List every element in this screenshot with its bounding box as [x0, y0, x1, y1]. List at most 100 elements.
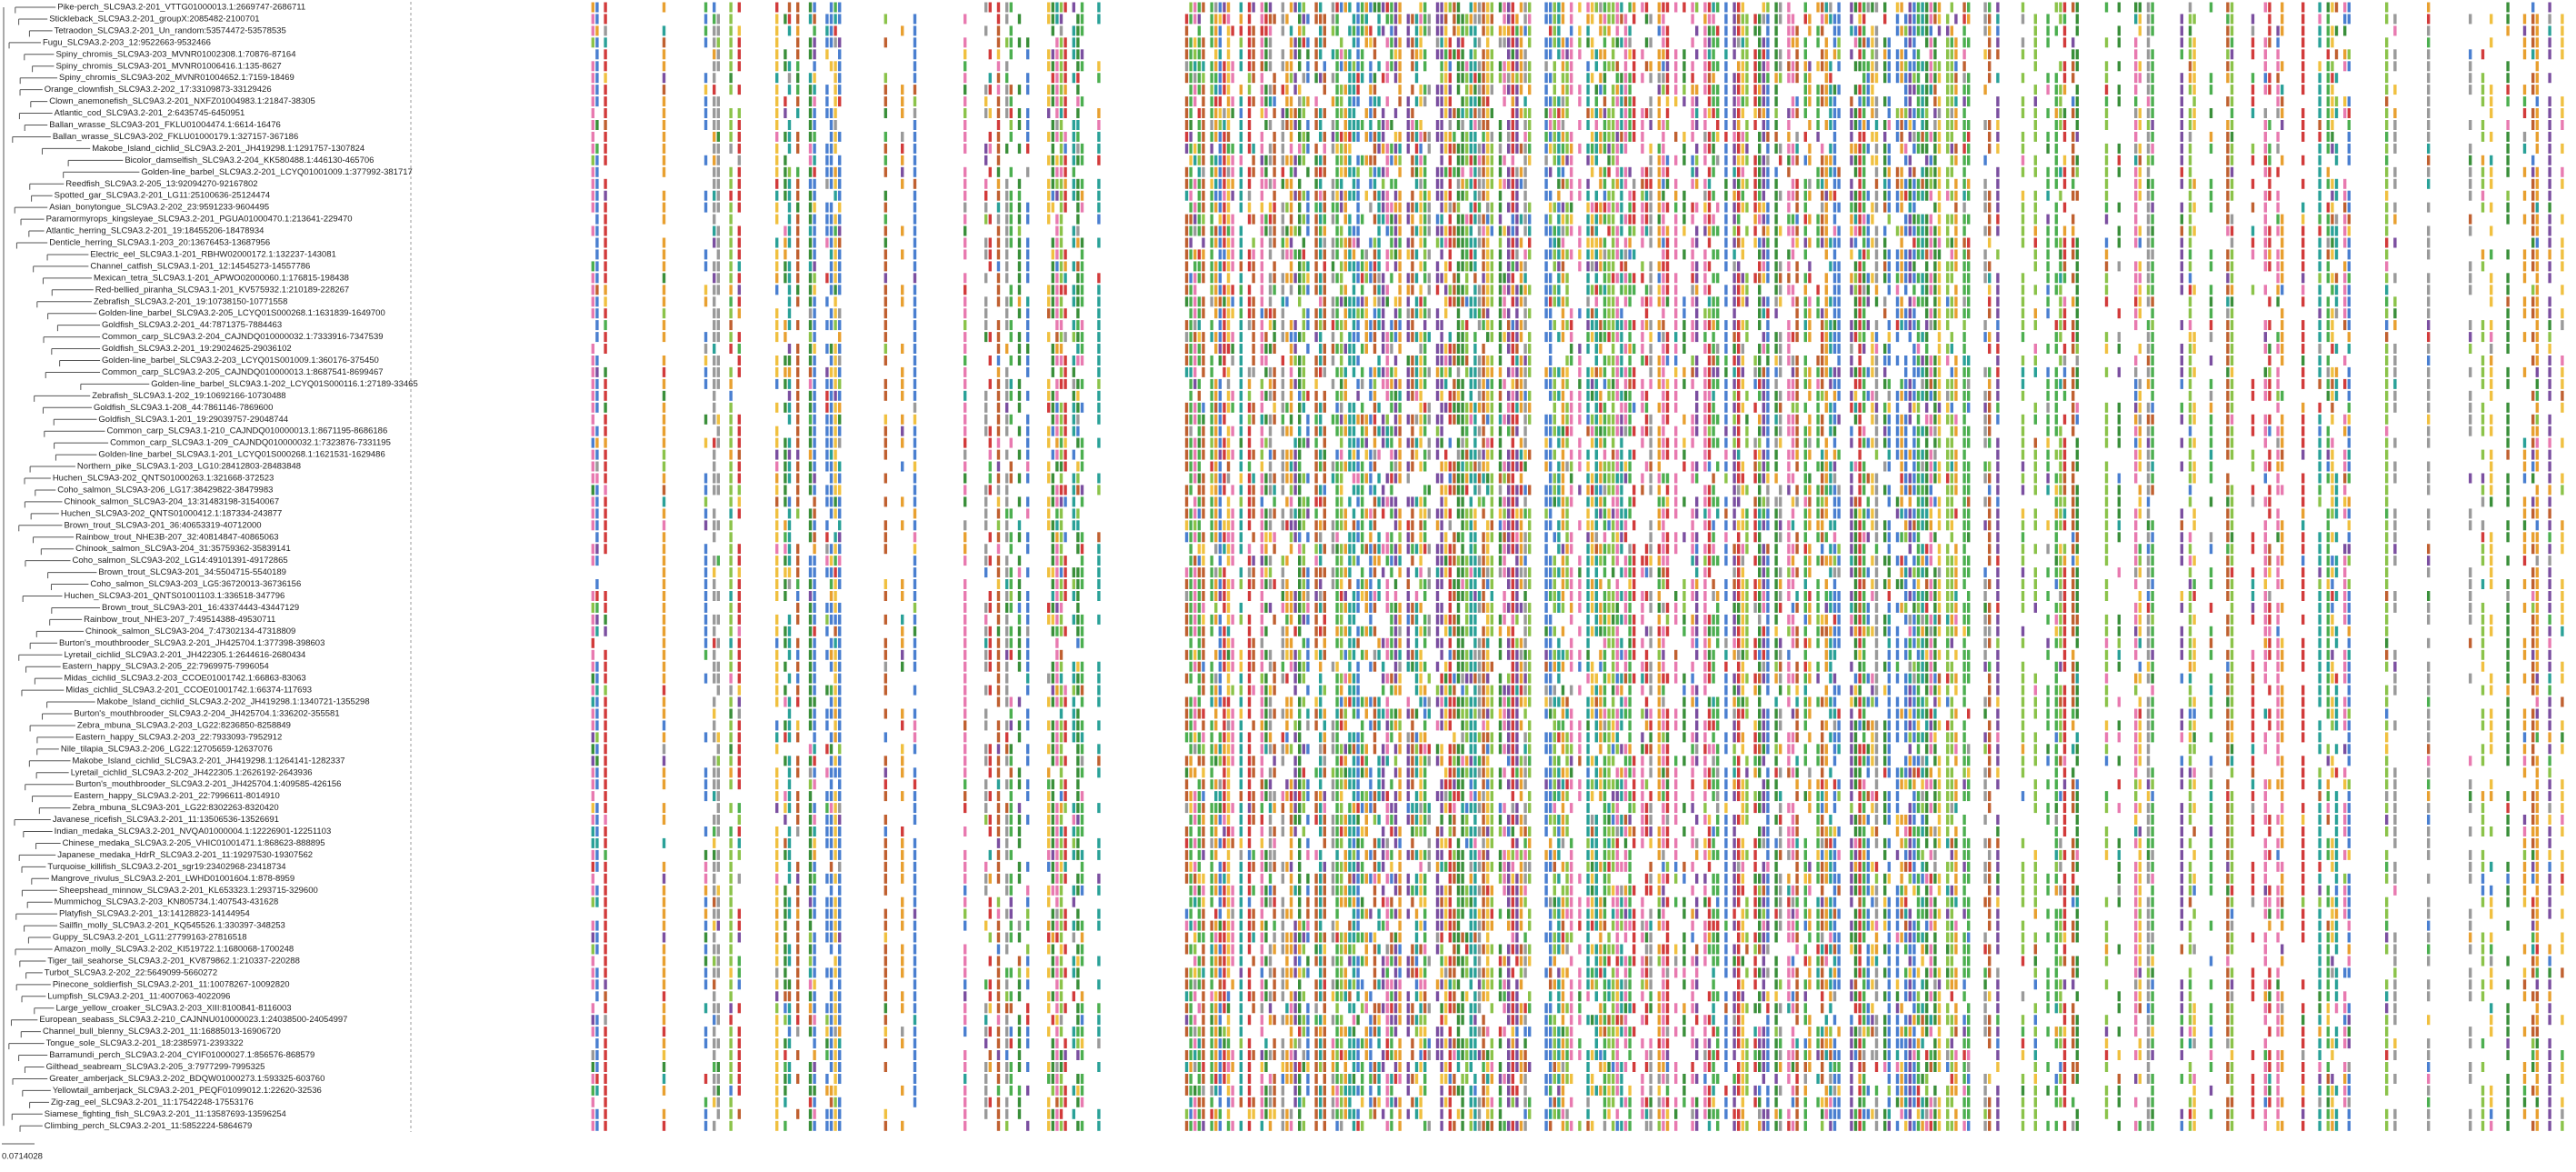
residue	[1594, 120, 1598, 130]
residue	[784, 14, 787, 25]
residue	[1791, 285, 1795, 296]
residue	[1319, 14, 1323, 25]
residue	[2180, 37, 2183, 48]
residue	[2062, 273, 2067, 284]
residue	[2481, 49, 2485, 60]
residue	[2343, 61, 2347, 72]
residue	[1557, 166, 1561, 177]
residue	[1745, 178, 1749, 189]
residue	[1055, 249, 1059, 260]
residue	[1603, 237, 1607, 248]
residue	[1477, 108, 1482, 118]
residue	[1486, 108, 1490, 118]
residue	[2134, 273, 2138, 284]
residue	[1557, 37, 1561, 48]
residue	[2548, 273, 2551, 284]
residue	[1382, 143, 1385, 154]
residue	[1578, 237, 1582, 248]
residue	[1473, 96, 1477, 107]
residue	[595, 14, 599, 25]
residue	[2268, 143, 2271, 154]
residue	[1268, 25, 1273, 36]
residue	[1273, 96, 1276, 107]
residue	[2054, 166, 2058, 177]
residue	[1594, 131, 1598, 142]
residue	[1937, 202, 1942, 213]
residue	[591, 178, 594, 189]
residue	[1591, 49, 1594, 60]
residue	[1072, 143, 1075, 154]
residue	[1644, 178, 1649, 189]
residue	[1871, 202, 1874, 213]
residue	[2062, 131, 2067, 142]
residue	[1017, 214, 1022, 225]
residue	[1900, 249, 1903, 260]
residue	[2263, 61, 2267, 72]
residue	[1925, 2, 1929, 13]
residue	[813, 237, 816, 248]
residue	[1231, 285, 1234, 296]
residue	[1319, 214, 1323, 225]
residue	[1202, 190, 1205, 201]
residue	[1561, 225, 1565, 236]
residue	[1335, 120, 1339, 130]
residue	[1803, 178, 1807, 189]
residue	[1762, 155, 1765, 165]
residue	[1473, 61, 1477, 72]
residue	[1427, 225, 1431, 236]
residue	[1544, 61, 1548, 72]
residue	[1247, 73, 1252, 84]
residue	[1586, 178, 1590, 189]
residue	[1440, 96, 1443, 107]
residue	[1874, 2, 1879, 13]
residue	[1414, 155, 1419, 165]
residue	[1214, 96, 1218, 107]
residue	[796, 190, 800, 201]
residue	[1615, 85, 1619, 95]
residue	[1829, 155, 1832, 165]
residue	[1644, 2, 1649, 13]
residue	[2393, 61, 2397, 72]
leaf-label: Huchen_SLC9A3-202_QNTS01000263.1:321668-…	[53, 474, 275, 484]
residue	[2151, 85, 2154, 95]
residue	[1787, 14, 1791, 25]
residue	[1477, 2, 1482, 13]
residue	[1214, 296, 1218, 307]
residue	[1862, 73, 1866, 84]
residue	[1615, 143, 1619, 154]
residue	[1983, 190, 1987, 201]
residue	[1097, 202, 1101, 213]
residue	[662, 261, 666, 272]
residue	[1649, 190, 1652, 201]
residue	[1486, 261, 1490, 272]
residue	[796, 37, 800, 48]
residue	[2146, 214, 2151, 225]
residue	[729, 25, 733, 36]
residue	[1298, 2, 1302, 13]
residue	[1803, 225, 1807, 236]
residue	[1210, 261, 1213, 272]
residue	[1904, 73, 1908, 84]
residue	[1544, 178, 1548, 189]
residue	[1314, 37, 1318, 48]
residue	[2263, 225, 2267, 236]
residue	[1515, 261, 1519, 272]
residue	[1260, 296, 1263, 307]
residue	[808, 273, 813, 284]
residue	[1732, 202, 1736, 213]
residue	[1511, 190, 1514, 201]
residue	[1950, 166, 1953, 177]
residue	[2046, 237, 2050, 248]
residue	[1753, 108, 1757, 118]
residue	[964, 96, 967, 107]
residue	[1331, 2, 1335, 13]
residue	[1933, 2, 1937, 13]
residue	[1821, 190, 1824, 201]
residue	[1285, 155, 1289, 165]
residue	[1561, 120, 1565, 130]
residue	[1059, 108, 1063, 118]
residue	[2117, 96, 2121, 107]
residue	[1264, 155, 1268, 165]
residue	[1591, 131, 1594, 142]
residue	[737, 202, 741, 213]
